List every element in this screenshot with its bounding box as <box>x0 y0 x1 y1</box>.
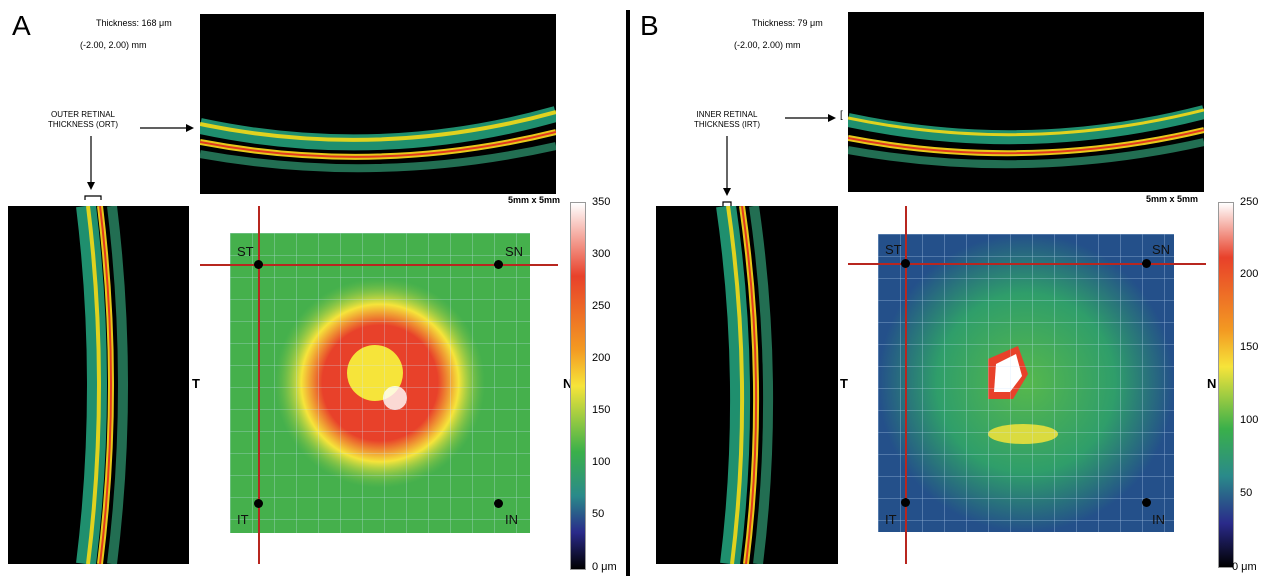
panel-a-thickness: Thickness: 168 μm <box>96 18 172 28</box>
panel-a-bscan <box>200 14 556 194</box>
panel-a-corner-it: IT <box>237 512 249 527</box>
panel-b-h-crosshair <box>848 263 1206 265</box>
panel-b-dot-sn <box>1142 259 1151 268</box>
panel-b-scale: 5mm x 5mm <box>1146 194 1199 204</box>
panel-a-tick-5: 100 <box>592 456 611 468</box>
panel-a-arrows <box>84 124 194 200</box>
panel-a-dot-in <box>494 499 503 508</box>
panel-b-tick-4: 50 <box>1240 487 1253 499</box>
panel-a-side-n: N <box>563 376 573 391</box>
panel-b-layer-label-line2: THICKNESS (IRT) <box>693 120 761 129</box>
panel-a-tick-6: 50 <box>592 508 605 520</box>
panel-a-dot-sn <box>494 260 503 269</box>
panel-b-coords: (-2.00, 2.00) mm <box>734 40 801 50</box>
panel-b-down-arrow-icon <box>723 188 731 196</box>
panel-a-tick-4: 150 <box>592 404 611 416</box>
panel-a-tick-7: 0 μm <box>592 561 617 573</box>
panel-a-thickness-map <box>230 233 530 533</box>
panel-b-vscan <box>656 206 838 564</box>
panel-b-layer-label-line1: INNER RETINAL <box>696 110 758 119</box>
panel-a-tick-2: 250 <box>592 300 611 312</box>
panel-b-tick-1: 200 <box>1240 268 1259 280</box>
panel-a-tick-1: 300 <box>592 248 611 260</box>
panel-a-scale: 5mm x 5mm <box>508 195 561 205</box>
panel-a-vscan-image <box>76 206 128 564</box>
panel-b-layer-label: INNER RETINAL THICKNESS (IRT) <box>672 110 782 130</box>
panel-b-dot-it <box>901 498 910 507</box>
panel-b-tick-0: 250 <box>1240 196 1259 208</box>
panel-b-arrows <box>722 114 836 206</box>
panel-b-bracket: [ <box>840 110 843 121</box>
panel-a-tick-3: 200 <box>592 352 611 364</box>
panel-b-corner-st: ST <box>885 242 902 257</box>
panel-b-tick-5: 0 μm <box>1232 561 1257 573</box>
panel-b-tick-2: 150 <box>1240 341 1259 353</box>
panel-b-dot-in <box>1142 498 1151 507</box>
panel-a-side-t: T <box>192 376 200 391</box>
panel-a-h-crosshair <box>200 264 558 266</box>
panel-b-v-crosshair <box>905 206 907 564</box>
panel-a-v-crosshair <box>258 206 260 564</box>
panel-a-dot-it <box>254 499 263 508</box>
panel-b-side-n: N <box>1207 376 1217 391</box>
panel-a-letter: A <box>12 10 31 41</box>
panel-b-colorbar <box>1218 202 1234 568</box>
panel-b-right-arrow-icon <box>828 114 836 122</box>
panel-a-corner-in: IN <box>505 512 518 527</box>
panel-a-layer-label-line1: OUTER RETINAL <box>50 110 115 119</box>
panel-a-corner-st: ST <box>237 244 254 259</box>
panel-b-bscan-image <box>848 105 1204 169</box>
panel-b-side-t: T <box>840 376 848 391</box>
panel-b-bscan <box>848 12 1204 192</box>
panel-b-vscan-image <box>716 206 774 564</box>
panel-b-tick-3: 100 <box>1240 414 1259 426</box>
panel-a-tick-0: 350 <box>592 196 611 208</box>
panel-a-down-arrow-icon <box>87 182 95 190</box>
panel-b-corner-it: IT <box>885 512 897 527</box>
panel-a-layer-label-line2: THICKNESS (ORT) <box>47 120 119 129</box>
panel-a-top-bracket <box>84 195 102 200</box>
panel-a-vscan <box>8 206 189 564</box>
panel-b-map-image <box>878 234 1174 532</box>
panel-a-map-image <box>230 233 530 533</box>
panel-b-corner-sn: SN <box>1152 242 1171 257</box>
panel-a-dot-st <box>254 260 263 269</box>
panel-b-top-bracket <box>722 201 732 206</box>
panel-b-corner-in: IN <box>1152 512 1165 527</box>
panel-a-bscan-image <box>200 106 556 173</box>
panel-b-letter: B <box>640 10 659 41</box>
panel-a-corner-sn: SN <box>505 244 524 259</box>
panel-b-thickness-map <box>878 234 1174 532</box>
panel-b-dot-st <box>901 259 910 268</box>
panel-a-colorbar <box>570 202 586 570</box>
panel-divider <box>626 10 630 576</box>
panel-a-layer-label: OUTER RETINAL THICKNESS (ORT) <box>28 110 138 130</box>
panel-b-thickness: Thickness: 79 μm <box>752 18 823 28</box>
panel-a-coords: (-2.00, 2.00) mm <box>80 40 147 50</box>
panel-a-right-arrow-icon <box>186 124 194 132</box>
